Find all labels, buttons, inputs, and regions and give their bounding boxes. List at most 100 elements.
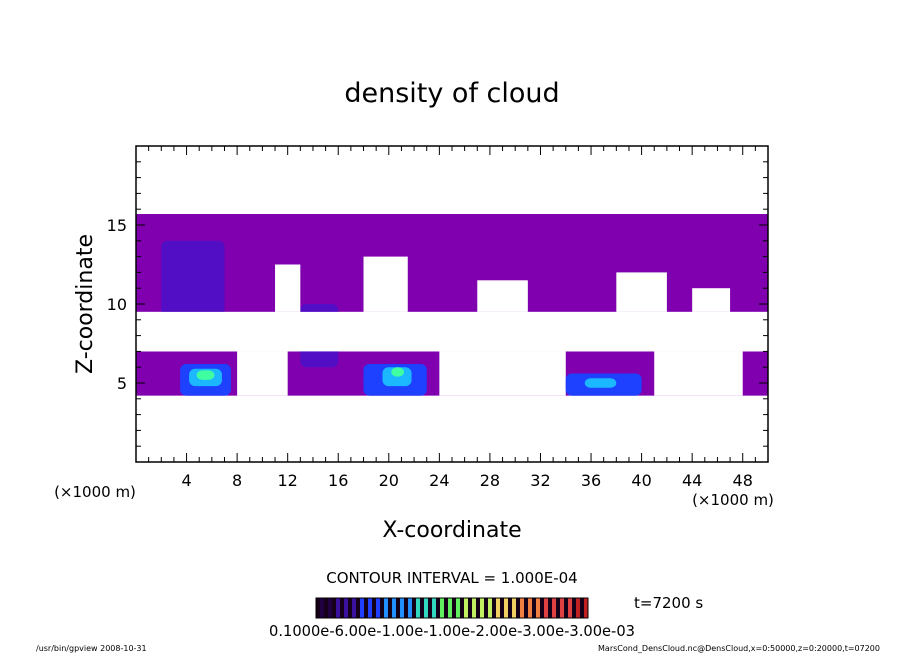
colorbar-segment [576, 598, 581, 618]
cloud-gaps [136, 146, 768, 396]
y-tick-label: 5 [117, 374, 127, 393]
colorbar-segment [388, 598, 393, 618]
colorbar-segment [488, 598, 493, 618]
colorbar-segment [408, 598, 413, 618]
colorbar-segment [456, 598, 461, 618]
colorbar-segment [528, 598, 533, 618]
x-tick-label: 40 [631, 471, 651, 490]
colorbar-segment [472, 598, 477, 618]
y-tick-label: 10 [107, 295, 127, 314]
colorbar-segment [324, 598, 329, 618]
colorbar-segment [452, 598, 457, 618]
colorbar-segment [340, 598, 345, 618]
colorbar-segment [352, 598, 357, 618]
cloud-gap [237, 351, 288, 396]
x-axis-ticks: 4 8 12 16 20 24 28 32 36 40 44 48 [148, 146, 756, 490]
colorbar-segment [468, 598, 473, 618]
colorbar-segment [424, 598, 429, 618]
cloud-gap [439, 351, 566, 396]
colorbar-segment [484, 598, 489, 618]
x-tick-label: 8 [232, 471, 242, 490]
colorbar-segment [540, 598, 545, 618]
colorbar-segment [524, 598, 529, 618]
y-axis-ticks: 5 10 15 [107, 161, 768, 447]
cloud-gap [136, 146, 768, 214]
colorbar-segment [432, 598, 437, 618]
colorbar-segment [368, 598, 373, 618]
colorbar-segment [420, 598, 425, 618]
colorbar-segment [512, 598, 517, 618]
colorbar-segment [448, 598, 453, 618]
density-core-peak [196, 370, 215, 380]
colorbar-segment [568, 598, 573, 618]
colorbar-segment [516, 598, 521, 618]
colorbar-segment [580, 598, 585, 618]
colorbar-segment [360, 598, 365, 618]
cloud-gap [616, 272, 667, 312]
colorbar-segment [520, 598, 525, 618]
density-region-low [161, 240, 225, 320]
colorbar-segment [556, 598, 561, 618]
colorbar-segment [396, 598, 401, 618]
colorbar-segment [348, 598, 353, 618]
colorbar-segment [416, 598, 421, 618]
colorbar-tick-labels: 0.1000e-6.00e-1.00e-1.00e-2.00e-3.00e-3.… [269, 622, 635, 640]
cloud-gap [363, 256, 408, 312]
colorbar-frame [315, 597, 589, 619]
colorbar-segment [440, 598, 445, 618]
colorbar-segment [392, 598, 397, 618]
x-tick-label: 28 [480, 471, 500, 490]
colorbar-segment [572, 598, 577, 618]
colorbar-segment [476, 598, 481, 618]
colorbar-segment [384, 598, 389, 618]
colorbar-segment [412, 598, 417, 618]
colorbar-segment [508, 598, 513, 618]
x-tick-label: 4 [181, 471, 191, 490]
colorbar-segment [376, 598, 381, 618]
colorbar-segment [560, 598, 565, 618]
x-tick-label: 44 [682, 471, 702, 490]
cloud-gap [654, 351, 743, 396]
colorbar-segment [536, 598, 541, 618]
colorbar-segment [532, 598, 537, 618]
colorbar-segment [460, 598, 465, 618]
colorbar-segment [544, 598, 549, 618]
colorbar-segment [564, 598, 569, 618]
colorbar-segment [548, 598, 553, 618]
colorbar-segment [500, 598, 505, 618]
x-tick-label: 16 [328, 471, 348, 490]
footer-right: MarsCond_DensCloud.nc@DensCloud,x=0:5000… [598, 644, 880, 653]
x-tick-label: 20 [379, 471, 399, 490]
y-axis-label: Z-coordinate [73, 234, 98, 374]
density-core-high [584, 378, 617, 388]
footer-left: /usr/bin/gpview 2008-10-31 [36, 644, 147, 653]
y-tick-label: 15 [107, 216, 127, 235]
cloud-gap [477, 280, 528, 312]
colorbar-segment [328, 598, 333, 618]
colorbar [316, 598, 589, 618]
colorbar-segment [336, 598, 341, 618]
colorbar-segment [504, 598, 509, 618]
density-core-high [382, 367, 412, 387]
x-tick-label: 12 [278, 471, 298, 490]
colorbar-segment [584, 598, 589, 618]
colorbar-segment [444, 598, 449, 618]
colorbar-segment [480, 598, 485, 618]
colorbar-segment [344, 598, 349, 618]
colorbar-segment [436, 598, 441, 618]
x-axis-label: X-coordinate [382, 518, 521, 543]
x-tick-label: 32 [530, 471, 550, 490]
contour-interval-label: CONTOUR INTERVAL = 1.000E-04 [326, 569, 577, 587]
x-unit-left: (×1000 m) [54, 483, 136, 501]
colorbar-segment [428, 598, 433, 618]
colorbar-segment [552, 598, 557, 618]
colorbar-segment [332, 598, 337, 618]
cloud-gap [692, 288, 731, 312]
x-unit-right: (×1000 m) [692, 491, 774, 509]
x-tick-label: 36 [581, 471, 601, 490]
colorbar-segment [364, 598, 369, 618]
time-label: t=7200 s [634, 594, 703, 612]
density-core-peak [391, 367, 404, 377]
